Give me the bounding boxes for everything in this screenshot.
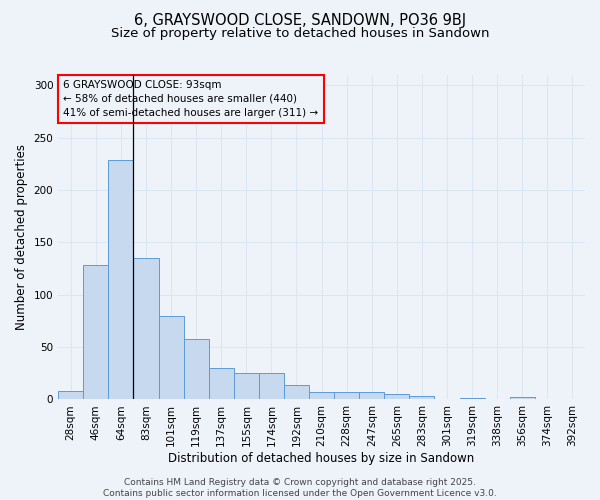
Text: Size of property relative to detached houses in Sandown: Size of property relative to detached ho…: [111, 28, 489, 40]
Bar: [58, 391, 83, 400]
Bar: [510, 398, 535, 400]
Bar: [158, 316, 184, 400]
Text: 6, GRAYSWOOD CLOSE, SANDOWN, PO36 9BJ: 6, GRAYSWOOD CLOSE, SANDOWN, PO36 9BJ: [134, 12, 466, 28]
Text: Contains HM Land Registry data © Crown copyright and database right 2025.
Contai: Contains HM Land Registry data © Crown c…: [103, 478, 497, 498]
Bar: [234, 374, 259, 400]
Bar: [385, 394, 409, 400]
Bar: [83, 266, 109, 400]
Text: 6 GRAYSWOOD CLOSE: 93sqm
← 58% of detached houses are smaller (440)
41% of semi-: 6 GRAYSWOOD CLOSE: 93sqm ← 58% of detach…: [64, 80, 319, 118]
Y-axis label: Number of detached properties: Number of detached properties: [15, 144, 28, 330]
Bar: [259, 374, 284, 400]
Bar: [460, 398, 485, 400]
Bar: [109, 160, 133, 400]
X-axis label: Distribution of detached houses by size in Sandown: Distribution of detached houses by size …: [169, 452, 475, 465]
Bar: [309, 392, 334, 400]
Bar: [409, 396, 434, 400]
Bar: [334, 392, 359, 400]
Bar: [184, 339, 209, 400]
Bar: [359, 392, 385, 400]
Bar: [209, 368, 234, 400]
Bar: [133, 258, 158, 400]
Bar: [284, 385, 309, 400]
